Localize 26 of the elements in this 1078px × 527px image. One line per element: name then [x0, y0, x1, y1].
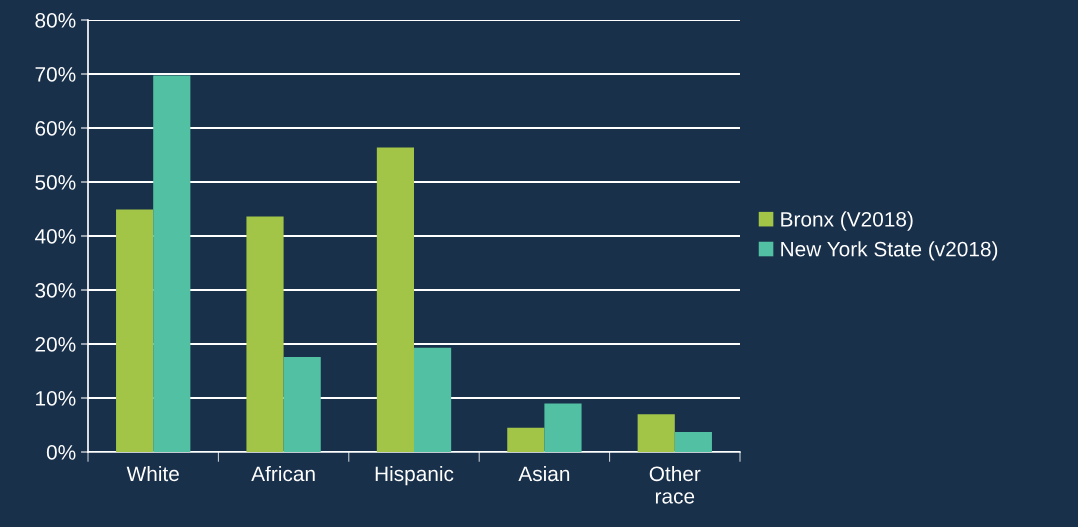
- y-tick-label: 0%: [46, 445, 76, 460]
- y-tick-label: 10%: [36, 391, 76, 406]
- y-tick-label: 70%: [35, 67, 76, 82]
- bar: [376, 147, 414, 452]
- x-tick-label: White: [126, 465, 179, 482]
- legend-label: New York State (v2018): [781, 241, 998, 261]
- bar: [246, 216, 284, 452]
- x-tick-label: African: [251, 465, 315, 482]
- x-tick-label: Other race: [649, 465, 701, 504]
- x-tick-label: Hispanic: [375, 465, 454, 486]
- bar: [544, 403, 582, 452]
- x-tick-label: Asian: [518, 465, 570, 482]
- y-tick-label: 30%: [35, 283, 76, 298]
- legend-label: Bronx (V2018): [781, 211, 913, 231]
- bar: [116, 209, 154, 452]
- y-tick-label: 40%: [34, 229, 76, 244]
- y-tick-label: 50%: [35, 175, 76, 190]
- y-tick-label: 80%: [35, 13, 76, 28]
- bar: [507, 427, 545, 452]
- bar: [283, 356, 321, 452]
- y-tick-label: 20%: [35, 337, 76, 352]
- y-tick-label: 60%: [35, 121, 76, 136]
- bar: [637, 414, 675, 452]
- bar: [414, 347, 452, 452]
- bar: [153, 75, 191, 452]
- bar: [674, 432, 712, 452]
